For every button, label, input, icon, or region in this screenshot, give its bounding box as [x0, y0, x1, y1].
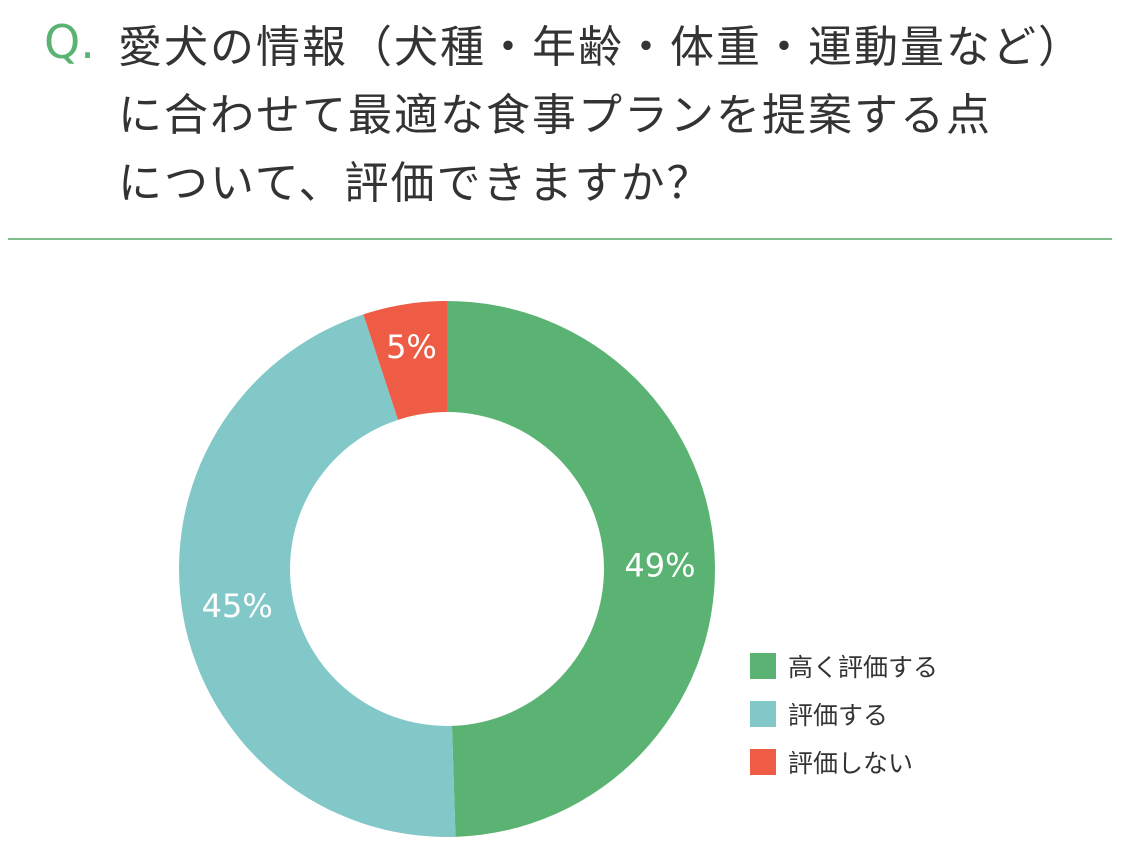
- legend-item-mid: 評価する: [750, 690, 938, 738]
- divider-line: [8, 238, 1112, 240]
- legend-item-low: 評価しない: [750, 738, 938, 786]
- donut-chart: 49% 45% 5% 高く評価する 評価する 評価しない: [0, 260, 1126, 865]
- slice-low: [363, 301, 447, 420]
- donut-chart-svg: 49% 45% 5%: [179, 301, 715, 837]
- slices-group: [179, 301, 715, 837]
- legend-label-high: 高く評価する: [788, 653, 939, 682]
- slice-label-mid: 45%: [202, 587, 273, 625]
- question-line-1: 愛犬の情報（犬種・年齢・体重・運動量など）: [118, 22, 1084, 73]
- legend-label-low: 評価しない: [788, 749, 914, 778]
- slice-label-low: 5%: [386, 328, 437, 366]
- question-text: 愛犬の情報（犬種・年齢・体重・運動量など） に合わせて最適な食事プランを提案する…: [118, 14, 1108, 218]
- slice-mid: [179, 314, 456, 837]
- question-mark: Q.: [44, 15, 95, 69]
- slice-labels-group: 49% 45% 5%: [202, 328, 696, 625]
- legend-swatch-high: [750, 653, 776, 679]
- question-line-3: について、評価できますか？: [118, 158, 713, 209]
- slice-high: [447, 301, 715, 837]
- question-line-2: に合わせて最適な食事プランを提案する点: [118, 90, 992, 141]
- legend-swatch-mid: [750, 701, 776, 727]
- slice-label-high: 49%: [624, 547, 695, 585]
- legend-item-high: 高く評価する: [750, 642, 938, 690]
- legend-swatch-low: [750, 749, 776, 775]
- legend-label-mid: 評価する: [788, 701, 889, 730]
- legend: 高く評価する 評価する 評価しない: [750, 642, 938, 786]
